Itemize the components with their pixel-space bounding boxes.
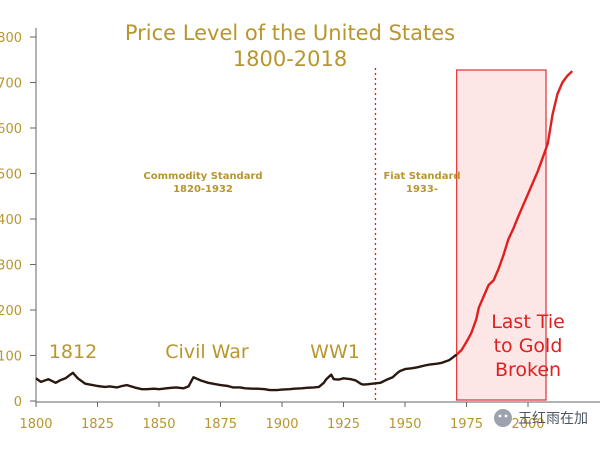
- watermark-text: 王红雨在加: [518, 411, 588, 427]
- annotation-civil-war: Civil War: [165, 341, 249, 363]
- annotation-gold-line1: Last Tie: [491, 311, 565, 333]
- x-tick-label: 1825: [81, 417, 114, 432]
- gold-highlight-box: [456, 69, 547, 401]
- x-tick-label: 2000: [511, 417, 544, 432]
- x-tick-label: 1875: [204, 417, 237, 432]
- annotation-fiat-title: Fiat Standard: [383, 171, 460, 182]
- y-tick-label: 100: [0, 350, 22, 365]
- y-tick-label: 800: [0, 31, 22, 46]
- wechat-icon: [494, 409, 512, 427]
- series-fiat-line: [455, 70, 574, 356]
- y-tick-label: 400: [0, 213, 22, 228]
- annotation-fiat-years: 1933-: [406, 184, 438, 195]
- annotation-gold-line2: to Gold: [494, 335, 563, 357]
- annotation-ww1: WW1: [310, 341, 360, 363]
- chart-subtitle: 1800-2018: [233, 47, 347, 71]
- x-tick-group: 1800 1825 1850 1875 1900 1925 1950 1975 2000: [19, 402, 545, 432]
- y-tick-label: 0: [14, 395, 22, 410]
- y-tick-label: 500: [0, 168, 22, 183]
- annotation-commodity-years: 1820-1932: [173, 184, 233, 195]
- wechat-icon-eye-left: [498, 414, 502, 418]
- y-tick-label: 700: [0, 77, 22, 92]
- annotation-1812: 1812: [49, 341, 97, 363]
- watermark: 王红雨在加: [494, 409, 588, 427]
- x-tick-label: 1850: [142, 417, 175, 432]
- x-tick-label: 1975: [450, 417, 483, 432]
- x-tick-label: 1800: [19, 417, 52, 432]
- annotation-commodity-title: Commodity Standard: [143, 171, 262, 182]
- x-tick-label: 1925: [327, 417, 360, 432]
- series-gold-standard-line: [35, 353, 458, 392]
- chart-title: Price Level of the United States: [125, 21, 455, 45]
- y-tick-label: 200: [0, 304, 22, 319]
- x-tick-label: 1900: [265, 417, 298, 432]
- y-tick-group: 0 100 200 300 400 500 600 700 800: [0, 31, 36, 410]
- y-tick-label: 300: [0, 259, 22, 274]
- y-tick-label: 600: [0, 122, 22, 137]
- annotation-gold-line3: Broken: [495, 359, 561, 381]
- x-tick-label: 1950: [388, 417, 421, 432]
- wechat-icon-eye-right: [504, 414, 508, 418]
